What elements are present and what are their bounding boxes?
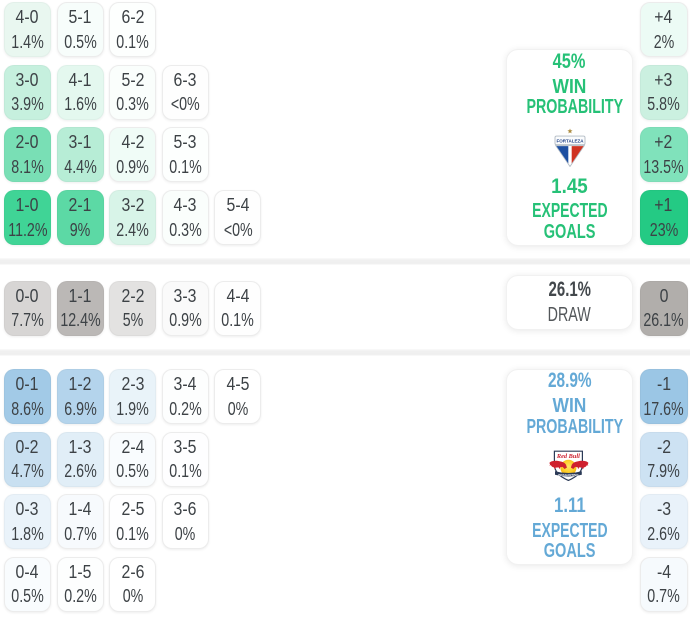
svg-text:BRAGANTINO: BRAGANTINO: [558, 473, 579, 477]
svg-text:FORTALEZA: FORTALEZA: [556, 139, 584, 145]
svg-text:Red Bull: Red Bull: [556, 454, 581, 460]
